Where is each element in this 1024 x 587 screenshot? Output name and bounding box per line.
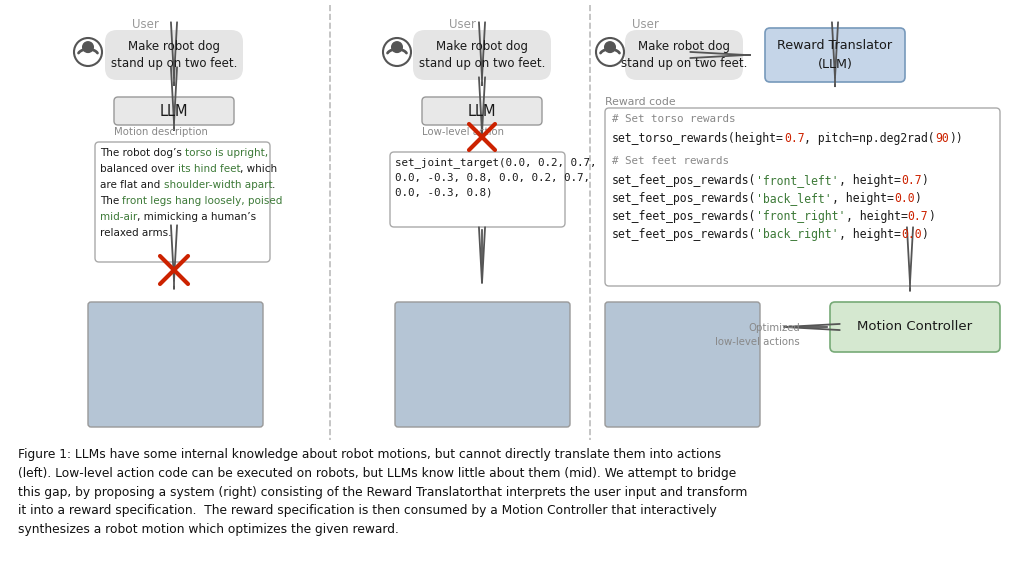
Text: its hind feet: its hind feet — [177, 164, 240, 174]
Text: Make robot dog
stand up on two feet.: Make robot dog stand up on two feet. — [111, 40, 238, 70]
Text: , height=: , height= — [831, 192, 894, 205]
FancyBboxPatch shape — [114, 97, 234, 125]
Text: set_torso_rewards(height=: set_torso_rewards(height= — [612, 132, 784, 145]
Text: )): )) — [949, 132, 963, 145]
Text: mid-air: mid-air — [100, 212, 137, 222]
Circle shape — [83, 42, 93, 52]
Text: LLM: LLM — [160, 103, 188, 119]
Text: 0.7: 0.7 — [901, 174, 922, 187]
Text: 0.0: 0.0 — [894, 192, 914, 205]
Text: set_feet_pos_rewards(: set_feet_pos_rewards( — [612, 174, 757, 187]
Text: 'back_right': 'back_right' — [757, 228, 839, 241]
Text: Motion description: Motion description — [114, 127, 208, 137]
Text: , which: , which — [240, 164, 278, 174]
Text: set_feet_pos_rewards(: set_feet_pos_rewards( — [612, 210, 757, 223]
Text: 'back_left': 'back_left' — [757, 192, 831, 205]
Text: Make robot dog
stand up on two feet.: Make robot dog stand up on two feet. — [621, 40, 748, 70]
Text: Make robot dog
stand up on two feet.: Make robot dog stand up on two feet. — [419, 40, 545, 70]
Text: , height=: , height= — [839, 228, 901, 241]
FancyBboxPatch shape — [765, 28, 905, 82]
Text: set_feet_pos_rewards(: set_feet_pos_rewards( — [612, 192, 757, 205]
Text: User: User — [131, 18, 159, 31]
Text: 0.0: 0.0 — [901, 228, 922, 241]
FancyBboxPatch shape — [422, 97, 542, 125]
Text: 0.7: 0.7 — [907, 210, 928, 223]
Text: , height=: , height= — [839, 174, 901, 187]
Text: # Set torso rewards: # Set torso rewards — [612, 114, 735, 124]
Text: ): ) — [928, 210, 935, 223]
Text: relaxed arms.: relaxed arms. — [100, 228, 171, 238]
Text: , mimicking a human’s: , mimicking a human’s — [137, 212, 256, 222]
Text: Figure 1: LLMs have some internal knowledge about robot motions, but cannot dire: Figure 1: LLMs have some internal knowle… — [18, 448, 748, 536]
Text: 'front_right': 'front_right' — [757, 210, 846, 223]
Text: balanced over: balanced over — [100, 164, 177, 174]
Text: Reward code: Reward code — [605, 97, 676, 107]
Text: torso is upright,: torso is upright, — [185, 148, 268, 158]
FancyBboxPatch shape — [413, 30, 551, 80]
Text: ): ) — [914, 192, 922, 205]
Text: , height=: , height= — [846, 210, 907, 223]
Text: .: . — [272, 180, 275, 190]
Text: LLM: LLM — [468, 103, 497, 119]
Text: set_feet_pos_rewards(: set_feet_pos_rewards( — [612, 228, 757, 241]
Text: , pitch=np.deg2rad(: , pitch=np.deg2rad( — [805, 132, 935, 145]
Text: User: User — [632, 18, 658, 31]
Text: User: User — [449, 18, 475, 31]
Text: # Set feet rewards: # Set feet rewards — [612, 156, 729, 166]
Text: 'front_left': 'front_left' — [757, 174, 839, 187]
Circle shape — [391, 42, 402, 52]
FancyBboxPatch shape — [390, 152, 565, 227]
Text: are flat and: are flat and — [100, 180, 164, 190]
Circle shape — [605, 42, 615, 52]
FancyBboxPatch shape — [395, 302, 570, 427]
Text: 90: 90 — [935, 132, 949, 145]
Text: 0.7: 0.7 — [784, 132, 805, 145]
Text: front legs hang loosely, poised: front legs hang loosely, poised — [123, 196, 283, 206]
Text: The: The — [100, 196, 123, 206]
FancyBboxPatch shape — [830, 302, 1000, 352]
Text: The robot dog’s: The robot dog’s — [100, 148, 185, 158]
Text: Motion Controller: Motion Controller — [857, 321, 973, 333]
FancyBboxPatch shape — [95, 142, 270, 262]
Text: shoulder-width apart: shoulder-width apart — [164, 180, 272, 190]
Text: set_joint_target(0.0, 0.2, 0.7,
0.0, -0.3, 0.8, 0.0, 0.2, 0.7,
0.0, -0.3, 0.8): set_joint_target(0.0, 0.2, 0.7, 0.0, -0.… — [395, 157, 597, 197]
FancyBboxPatch shape — [88, 302, 263, 427]
FancyBboxPatch shape — [605, 302, 760, 427]
FancyBboxPatch shape — [105, 30, 243, 80]
Text: ): ) — [922, 174, 928, 187]
Text: Optimized
low-level actions: Optimized low-level actions — [715, 323, 800, 346]
Text: ): ) — [922, 228, 928, 241]
FancyBboxPatch shape — [625, 30, 743, 80]
Text: Reward Translator
(LLM): Reward Translator (LLM) — [777, 39, 893, 71]
FancyBboxPatch shape — [605, 108, 1000, 286]
Text: Low-level action: Low-level action — [422, 127, 504, 137]
